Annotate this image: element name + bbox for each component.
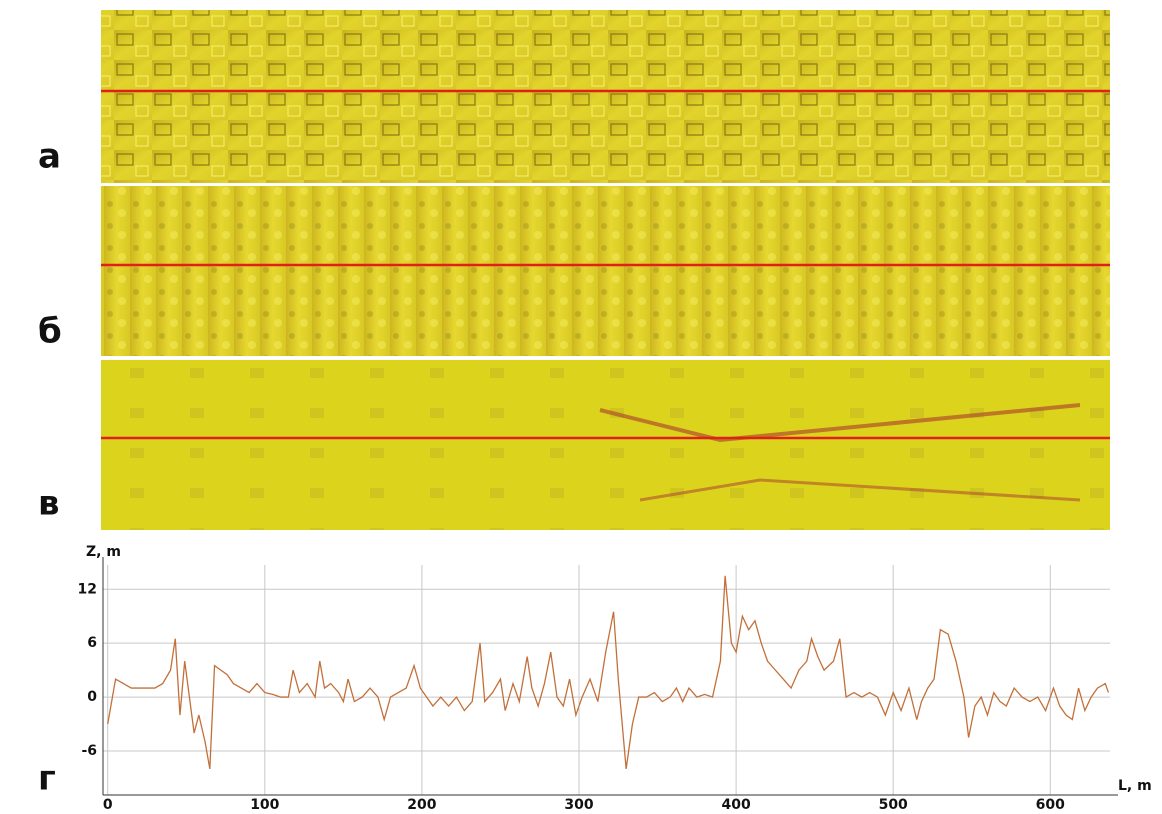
panel-a-image: [101, 10, 1110, 183]
plot-area: [103, 565, 1110, 795]
x-tick-label: 100: [250, 797, 279, 813]
plot: -6 0 6 12 0 100 200 300 400 500 600: [78, 557, 1118, 813]
x-tick-label: 400: [721, 797, 750, 813]
figure: а б в г Z, m L, m -606120100200300400500…: [0, 0, 1162, 814]
y-tick-label: -6: [81, 743, 97, 759]
panel-label: г: [38, 759, 56, 799]
panel-label: а: [38, 137, 61, 177]
x-tick-label: 0: [103, 797, 113, 813]
x-tick-label: 600: [1036, 797, 1065, 813]
panel-label: б: [38, 312, 62, 352]
image-panels: [101, 10, 1110, 530]
panel-c-image: [101, 360, 1110, 530]
panel-label: в: [38, 484, 60, 524]
x-tick-label: 300: [564, 797, 593, 813]
panel-b-image: [101, 186, 1110, 356]
y-tick-label: 0: [87, 689, 97, 705]
x-tick-label: 500: [879, 797, 908, 813]
y-tick-label: 12: [78, 581, 97, 597]
x-axis-label: L, m: [1118, 778, 1152, 794]
y-tick-label: 6: [87, 635, 97, 651]
x-tick-label: 200: [407, 797, 436, 813]
